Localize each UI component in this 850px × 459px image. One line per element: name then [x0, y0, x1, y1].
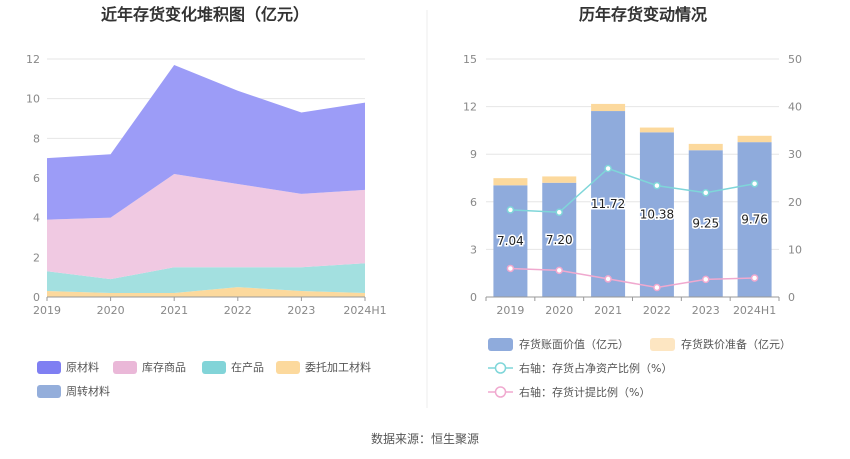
area-4 [47, 64, 365, 220]
line-point-0-4 [702, 189, 710, 197]
bar-data-label-0: 7.04 [497, 234, 524, 248]
y-tick-label: 8 [33, 132, 40, 145]
y-tick-label: 0 [33, 291, 40, 304]
x-tick-label: 2024H1 [733, 304, 776, 317]
x-tick-label: 2022 [643, 304, 671, 317]
bar-data-label-2: 11.72 [591, 197, 625, 211]
y2-tick-label: 20 [788, 196, 802, 209]
legend-label-3: 右轴：存货计提比例（%） [519, 385, 650, 399]
bar-book-value-0 [493, 185, 528, 297]
bar-impairment-0 [493, 178, 528, 186]
legend-swatch-3 [276, 361, 300, 374]
bar-book-value-4 [688, 150, 723, 297]
bar-book-value-5 [737, 142, 772, 297]
line-point-1-0 [506, 264, 515, 273]
legend-swatch-1 [650, 338, 675, 351]
bar-impairment-3 [639, 127, 674, 133]
right-chart-title: 历年存货变动情况 [579, 5, 707, 24]
legend-label-1: 存货跌价准备（亿元） [681, 337, 791, 351]
bar-book-value-3 [639, 132, 674, 297]
legend-label-3: 委托加工材料 [305, 360, 371, 374]
area-0 [47, 287, 365, 297]
area-2 [47, 174, 365, 280]
line-point-0-0 [506, 206, 515, 214]
right-bar-line-chart: 0 3 6 9 12 15 0 10 20 30 40 50 7.04 7.20 11.72 10.38 9.2… [463, 53, 802, 399]
area-1 [47, 263, 365, 294]
left-stacked-area-chart: 0 2 4 6 8 10 12 2019 2020 2021 2022 2023 2024H1 原材料 库存… [26, 53, 387, 398]
bar-data-label-1: 7.20 [546, 233, 573, 247]
y-tick-label: 12 [463, 101, 477, 114]
bar-impairment-4 [688, 143, 723, 151]
bar-data-label-5: 9.76 [741, 213, 768, 227]
bar-book-value-2 [591, 111, 626, 297]
x-tick-label: 2024H1 [343, 304, 386, 317]
line-series-1 [510, 267, 755, 289]
x-tick-label: 2021 [594, 304, 622, 317]
bar-impairment-5 [737, 135, 772, 143]
y-tick-label: 0 [470, 291, 477, 304]
left-chart-title: 近年存货变化堆积图（亿元） [101, 5, 309, 24]
x-tick-label: 2019 [496, 304, 524, 317]
legend-swatch-2 [202, 361, 226, 374]
line-point-0-2 [604, 164, 612, 173]
y-tick-label: 4 [33, 212, 40, 225]
legend-label-1: 库存商品 [142, 360, 186, 374]
y-tick-label: 2 [33, 251, 40, 264]
bar-impairment-1 [542, 176, 577, 183]
legend-label-2: 在产品 [231, 360, 264, 374]
legend-swatch-4 [37, 385, 61, 398]
line-point-1-3 [653, 283, 661, 292]
y2-tick-label: 0 [788, 291, 795, 304]
line-series-0 [510, 167, 755, 214]
y-tick-label: 12 [26, 53, 40, 66]
y-tick-label: 9 [470, 148, 477, 161]
x-tick-label: 2023 [287, 304, 315, 317]
x-tick-label: 2019 [33, 304, 61, 317]
bar-data-label-3: 10.38 [640, 208, 674, 222]
y2-tick-label: 30 [788, 148, 802, 161]
data-source: 数据来源：恒生聚源 [371, 431, 479, 446]
legend-swatch-0 [37, 361, 61, 374]
line-point-1-5 [750, 274, 759, 282]
line-point-1-2 [604, 275, 612, 283]
y-tick-label: 10 [26, 93, 40, 106]
y-tick-label: 6 [470, 196, 477, 209]
legend-label-4: 周转材料 [66, 384, 110, 398]
line-point-1-4 [702, 275, 710, 284]
bar-impairment-2 [591, 103, 626, 112]
x-tick-label: 2023 [692, 304, 720, 317]
legend-label-2: 右轴：存货占净资产比例（%） [519, 361, 672, 375]
legend-swatch-1 [113, 361, 137, 374]
line-point-0-5 [750, 179, 759, 188]
line-point-0-1 [555, 208, 563, 217]
y-tick-label: 6 [33, 172, 40, 185]
y-tick-label: 15 [463, 53, 477, 66]
y2-tick-label: 10 [788, 243, 802, 256]
legend-marker-3 [494, 386, 507, 398]
legend-swatch-0 [488, 338, 513, 351]
legend-label-0: 原材料 [66, 360, 99, 374]
x-tick-label: 2020 [97, 304, 125, 317]
legend-label-0: 存货账面价值（亿元） [519, 337, 629, 351]
x-tick-label: 2020 [545, 304, 573, 317]
bar-data-label-4: 9.25 [692, 217, 719, 231]
y2-tick-label: 40 [788, 101, 802, 114]
legend-marker-2 [494, 362, 507, 374]
x-tick-label: 2022 [224, 304, 252, 317]
line-point-1-1 [555, 266, 563, 275]
y-tick-label: 3 [470, 243, 477, 256]
x-tick-label: 2021 [160, 304, 188, 317]
y2-tick-label: 50 [788, 53, 802, 66]
line-point-0-3 [653, 181, 661, 190]
